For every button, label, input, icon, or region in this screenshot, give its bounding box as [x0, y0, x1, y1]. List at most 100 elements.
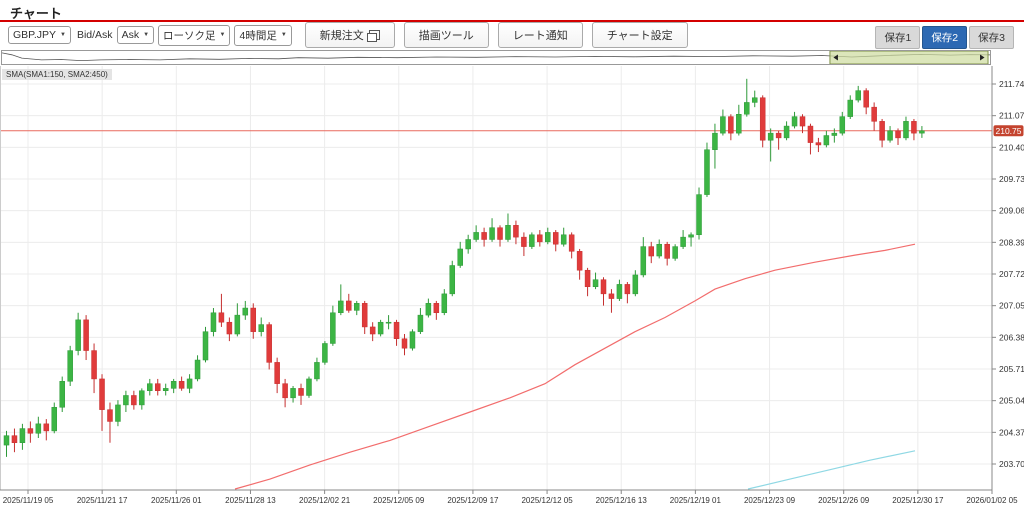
- rate-alert-button[interactable]: レート通知: [497, 22, 583, 48]
- candle-body: [783, 125, 790, 139]
- candle-body: [162, 388, 169, 391]
- toolbar: GBP.JPY ▼ Bid/Ask Ask ▼ ローソク足 ▼ 4時間足 ▼ 新…: [8, 22, 688, 48]
- candle-body: [11, 435, 18, 443]
- symbol-select[interactable]: GBP.JPY ▼: [8, 26, 71, 44]
- candle-body: [521, 236, 527, 247]
- candle-body: [632, 274, 639, 295]
- candle-body: [107, 409, 113, 422]
- candle-body: [489, 227, 495, 240]
- candle-body: [417, 314, 424, 332]
- y-axis-label: 206.38: [999, 332, 1024, 342]
- x-axis-label: 2025/12/12 05: [521, 496, 573, 505]
- chevron-down-icon: ▼: [60, 32, 66, 38]
- candle-body: [855, 90, 861, 101]
- x-axis-label: 2025/12/19 01: [670, 496, 722, 505]
- candle-body: [274, 362, 280, 384]
- candle-body: [91, 350, 97, 380]
- save-slot-1-button[interactable]: 保存1: [875, 26, 921, 49]
- save-slot-3-button[interactable]: 保存3: [969, 26, 1014, 49]
- candle-body: [744, 102, 750, 115]
- candle-body: [839, 116, 846, 134]
- new-order-button[interactable]: 新規注文: [304, 22, 395, 48]
- y-axis-label: 207.05: [999, 301, 1024, 311]
- candle-body: [19, 428, 26, 443]
- candle-body: [27, 428, 34, 434]
- candle-body: [720, 116, 726, 134]
- candle-body: [831, 132, 838, 136]
- candle-body: [441, 293, 448, 314]
- navigator-left-handle-icon[interactable]: [833, 54, 838, 61]
- candle-body: [338, 300, 344, 314]
- candle-body: [409, 331, 416, 349]
- candle-body: [505, 225, 511, 240]
- candle-body: [624, 284, 631, 295]
- x-axis-label: 2025/12/05 09: [373, 496, 425, 505]
- drawing-tools-button-label: 描画ツール: [418, 30, 474, 42]
- drawing-tools-button[interactable]: 描画ツール: [403, 22, 489, 48]
- candle-body: [911, 121, 917, 134]
- current-price-badge: [993, 125, 1024, 137]
- candle-body: [767, 132, 774, 141]
- chevron-down-icon: ▼: [219, 32, 226, 38]
- timeframe-select[interactable]: 4時間足 ▼: [234, 24, 292, 46]
- candle-body: [529, 234, 535, 247]
- candle-body: [616, 284, 623, 299]
- candle-body: [178, 381, 185, 389]
- candle-body: [863, 90, 869, 108]
- candle-body: [791, 116, 798, 127]
- candle-body: [242, 307, 249, 316]
- candle-body: [704, 149, 710, 195]
- candle-body: [688, 234, 694, 238]
- x-axis-label: 2025/12/30 17: [892, 496, 944, 505]
- candle-body: [537, 234, 543, 243]
- sma2-line: [747, 450, 916, 490]
- candle-body: [696, 194, 702, 236]
- y-axis-label: 210.40: [999, 142, 1024, 152]
- candle-body: [194, 359, 201, 380]
- candle-body: [154, 383, 161, 391]
- candle-body: [131, 395, 137, 406]
- indicator-label: SMA(SMA1:150, SMA2:450): [2, 69, 112, 80]
- candle-body: [552, 232, 559, 245]
- candle-body: [736, 113, 742, 134]
- candle-body: [210, 312, 217, 332]
- chart-type-select[interactable]: ローソク足 ▼: [158, 24, 231, 46]
- candle-body: [83, 319, 89, 351]
- candle-body: [170, 381, 177, 389]
- popup-window-icon: [366, 30, 380, 42]
- bid-ask-select[interactable]: Ask ▼: [116, 26, 155, 44]
- candle-body: [361, 303, 368, 328]
- candle-body: [346, 300, 352, 311]
- candle-body: [433, 303, 440, 314]
- y-axis-label: 207.72: [999, 269, 1024, 279]
- save-slot-2-button[interactable]: 保存2: [922, 26, 968, 49]
- candle-body: [672, 246, 678, 259]
- candle-body: [871, 106, 877, 122]
- candle-body: [568, 234, 575, 252]
- chart-navigator[interactable]: [1, 50, 991, 65]
- current-price-badge-text: 210.75: [996, 126, 1022, 136]
- candle-body: [497, 227, 503, 240]
- x-axis-label: 2025/12/23 09: [744, 496, 796, 505]
- candle-body: [401, 338, 408, 349]
- candlestick-chart[interactable]: 211.74 211.07 210.40 209.73 209.06 208.39 207.…: [0, 66, 1024, 506]
- candle-body: [680, 236, 686, 247]
- candle-body: [919, 130, 925, 134]
- chart-settings-button[interactable]: チャート設定: [591, 22, 688, 48]
- navigator-selection[interactable]: [829, 50, 989, 65]
- candle-body: [250, 307, 257, 332]
- symbol-select-value: GBP.JPY: [13, 29, 56, 41]
- y-axis-label: 209.73: [999, 174, 1024, 184]
- candle-body: [728, 116, 734, 134]
- new-order-button-label: 新規注文: [319, 30, 364, 42]
- navigator-right-handle-icon[interactable]: [980, 54, 985, 61]
- candle-body: [775, 132, 782, 139]
- candle-body: [290, 388, 296, 399]
- candle-body: [592, 279, 599, 288]
- rate-alert-button-label: レート通知: [512, 30, 568, 42]
- candle-body: [712, 132, 718, 150]
- candle-body: [59, 381, 65, 408]
- candle-body: [258, 324, 264, 332]
- candle-body: [51, 407, 58, 432]
- candle-body: [847, 99, 854, 117]
